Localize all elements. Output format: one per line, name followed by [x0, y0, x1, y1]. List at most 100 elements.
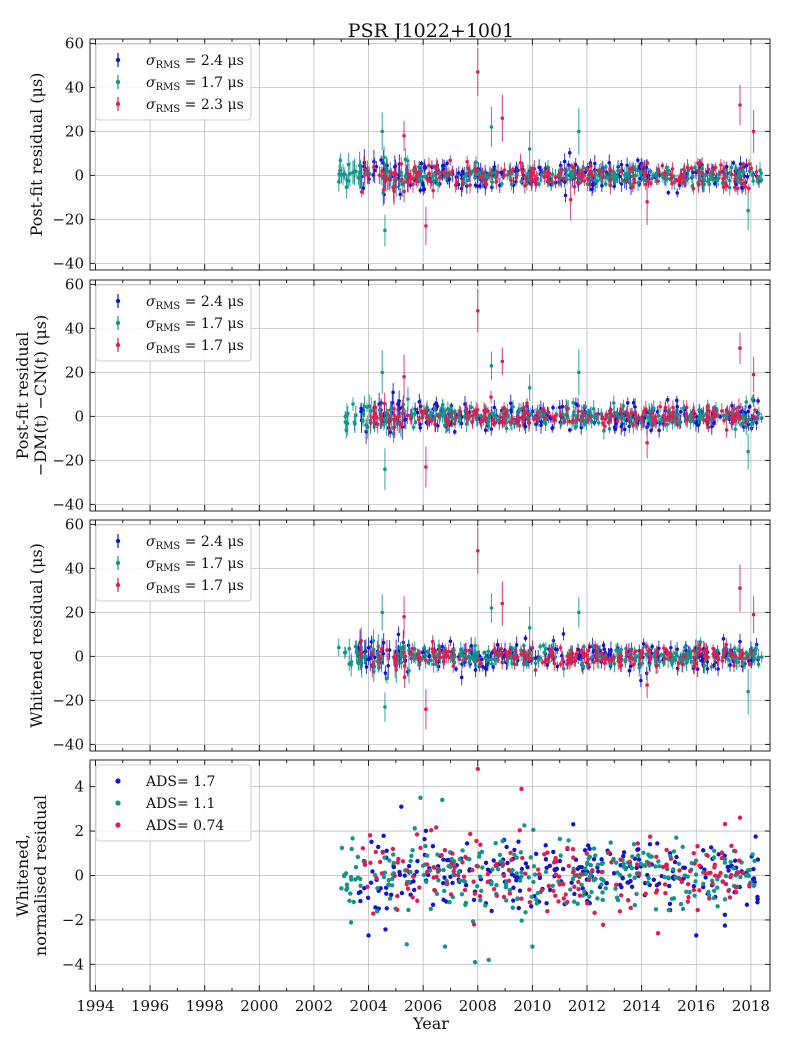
- data-point: [616, 659, 621, 664]
- data-point: [473, 668, 478, 672]
- data-point: [636, 181, 640, 185]
- data-point: [759, 416, 764, 421]
- data-point: [550, 415, 555, 420]
- data-point: [515, 414, 520, 419]
- data-point: [711, 172, 716, 177]
- data-point: [692, 664, 697, 669]
- data-point: [746, 409, 750, 414]
- legend-box: [95, 284, 252, 362]
- data-point: [620, 179, 625, 184]
- data-point: [445, 161, 449, 166]
- data-point: [603, 417, 608, 422]
- data-point: [732, 663, 736, 668]
- data-point: [744, 163, 749, 168]
- data-point: [727, 185, 732, 190]
- data-point: [707, 177, 712, 182]
- data-point: [624, 646, 628, 651]
- data-point: [382, 401, 387, 406]
- data-point: [675, 423, 680, 427]
- data-point: [756, 175, 760, 180]
- data-point: [624, 178, 629, 183]
- data-point: [361, 418, 365, 423]
- data-point: [418, 655, 423, 660]
- data-point: [448, 639, 453, 644]
- data-point: [582, 644, 586, 649]
- data-point: [660, 163, 665, 168]
- data-point: [346, 162, 351, 167]
- data-point: [656, 179, 660, 183]
- data-point: [753, 408, 757, 412]
- data-point: [519, 866, 525, 872]
- data-point: [380, 417, 384, 422]
- data-point: [569, 653, 574, 658]
- data-point: [751, 129, 756, 134]
- data-point: [647, 650, 651, 654]
- data-point: [606, 415, 611, 420]
- data-point: [663, 405, 668, 410]
- data-point: [476, 658, 480, 662]
- data-point: [715, 648, 720, 653]
- data-point: [531, 170, 535, 175]
- data-point: [703, 875, 708, 880]
- y-tick-label: 0: [74, 647, 84, 665]
- data-point: [603, 424, 607, 428]
- data-point: [730, 403, 734, 408]
- data-point: [442, 171, 447, 176]
- data-point: [529, 656, 534, 661]
- data-point: [622, 417, 626, 421]
- data-point: [409, 176, 414, 181]
- data-point: [600, 416, 604, 421]
- data-point: [601, 168, 606, 173]
- data-point: [442, 423, 447, 428]
- legend: σRMS = 2.4 μs σRMS = 1.7 μs σRMS = 1.7 μs: [95, 284, 252, 362]
- data-point: [434, 177, 439, 182]
- data-point: [392, 171, 397, 175]
- data-point: [621, 404, 626, 408]
- data-point: [756, 655, 761, 660]
- data-point: [524, 176, 529, 181]
- data-point: [544, 646, 548, 651]
- data-point: [464, 656, 468, 661]
- data-point: [739, 422, 743, 427]
- data-point: [471, 897, 477, 903]
- data-point: [676, 661, 681, 666]
- legend-marker: [115, 101, 121, 107]
- axes-frame: [89, 279, 771, 512]
- data-point: [759, 171, 764, 176]
- data-point: [725, 175, 729, 179]
- data-point: [663, 656, 667, 661]
- y-tick-label: 40: [65, 559, 84, 577]
- data-point: [675, 191, 680, 195]
- data-point: [706, 425, 711, 430]
- panel-post-fit: −40 −20 0 20 40 60 Post-fit residual (μs) σRMS …: [27, 34, 771, 272]
- data-point: [338, 158, 343, 163]
- legend-label: σRMS = 2.4 μs: [146, 53, 244, 71]
- data-point: [713, 410, 718, 414]
- data-point: [689, 166, 694, 170]
- data-point: [749, 166, 754, 171]
- data-point: [637, 666, 642, 670]
- data-point: [343, 650, 348, 655]
- data-point: [586, 657, 591, 662]
- data-point: [679, 409, 683, 414]
- data-point: [465, 410, 469, 415]
- data-point: [702, 418, 706, 422]
- data-point: [424, 707, 428, 711]
- data-point: [438, 650, 442, 655]
- data-point: [704, 420, 709, 424]
- data-point: [432, 650, 436, 655]
- data-point: [625, 411, 630, 415]
- legend-label: σRMS = 1.7 μs: [146, 316, 244, 334]
- data-point: [368, 656, 373, 660]
- data-point: [447, 171, 451, 175]
- data-point: [383, 228, 387, 233]
- data-point: [726, 657, 730, 662]
- data-point: [522, 650, 527, 655]
- data-point: [344, 185, 349, 189]
- data-point: [410, 646, 415, 651]
- data-point: [493, 175, 498, 180]
- legend-marker: [115, 582, 121, 588]
- data-point: [493, 649, 498, 654]
- data-point: [633, 649, 638, 654]
